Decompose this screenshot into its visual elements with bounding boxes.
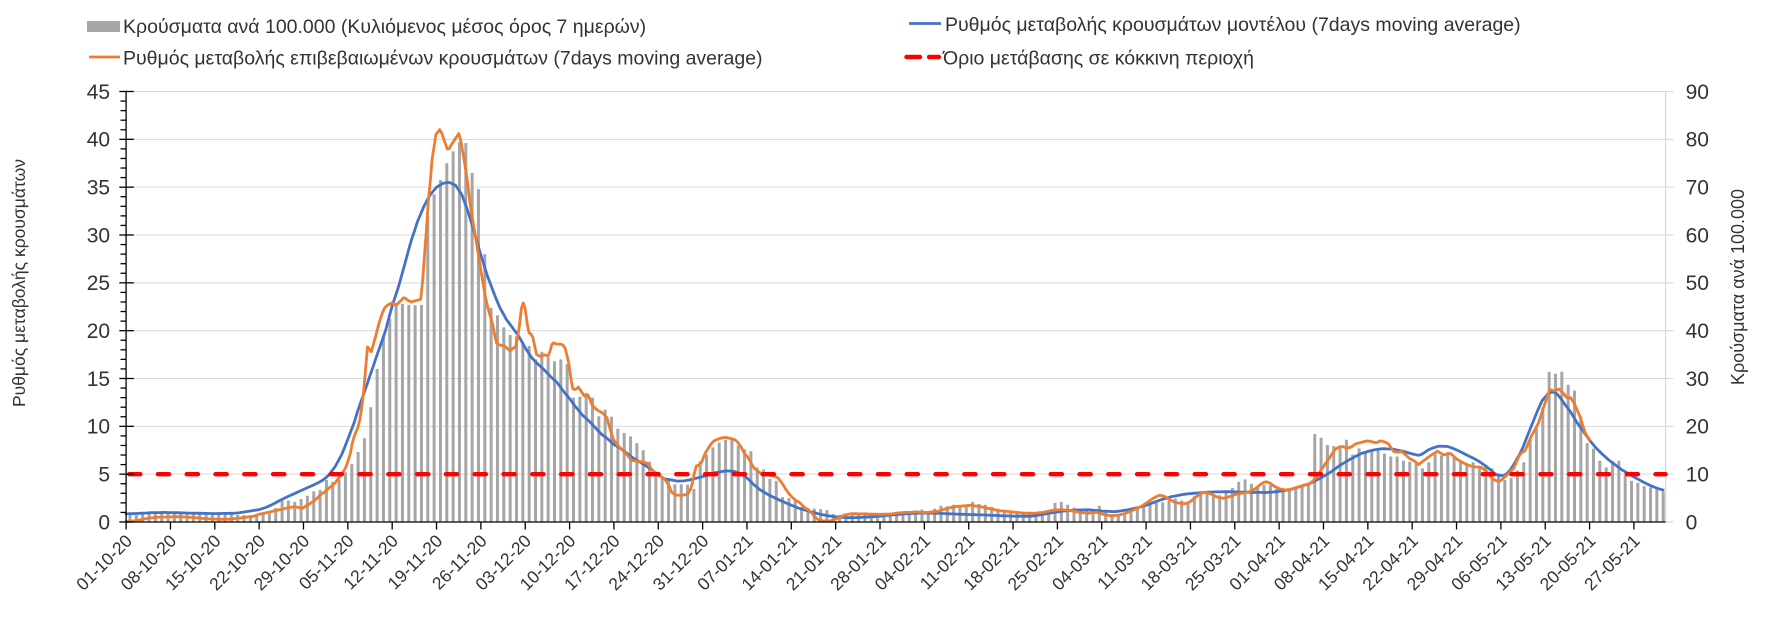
svg-text:20: 20	[1686, 416, 1709, 439]
svg-text:60: 60	[1686, 224, 1709, 247]
svg-text:80: 80	[1686, 129, 1709, 152]
svg-text:10: 10	[1686, 464, 1709, 487]
svg-text:Κρούσματα ανά 100.000: Κρούσματα ανά 100.000	[1728, 189, 1748, 385]
svg-text:90: 90	[1686, 81, 1709, 104]
svg-text:Ρυθμός μεταβολής κρουσμάτων μο: Ρυθμός μεταβολής κρουσμάτων μοντέλου (7d…	[945, 14, 1521, 36]
svg-text:30: 30	[1686, 368, 1709, 391]
svg-text:40: 40	[1686, 320, 1709, 343]
svg-text:5: 5	[98, 464, 110, 487]
svg-text:45: 45	[87, 81, 110, 104]
svg-text:40: 40	[87, 129, 110, 152]
svg-text:70: 70	[1686, 177, 1709, 200]
svg-text:20: 20	[87, 320, 110, 343]
svg-text:Ρυθμός μεταβολής επιβεβαιωμένω: Ρυθμός μεταβολής επιβεβαιωμένων κρουσμάτ…	[123, 48, 763, 70]
svg-text:0: 0	[1686, 511, 1698, 534]
svg-text:Ρυθμός μεταβολής κρουσμάτων: Ρυθμός μεταβολής κρουσμάτων	[9, 159, 29, 407]
svg-text:25: 25	[87, 272, 110, 295]
svg-text:10: 10	[87, 416, 110, 439]
svg-text:Όριο μετάβασης σε κόκκινη περι: Όριο μετάβασης σε κόκκινη περιοχή	[942, 48, 1254, 70]
svg-text:30: 30	[87, 224, 110, 247]
svg-text:35: 35	[87, 177, 110, 200]
svg-text:0: 0	[98, 511, 110, 534]
svg-text:50: 50	[1686, 272, 1709, 295]
svg-text:15: 15	[87, 368, 110, 391]
svg-text:Κρούσματα ανά 100.000 (Κυλιόμε: Κρούσματα ανά 100.000 (Κυλιόμενος μέσος …	[123, 16, 646, 38]
